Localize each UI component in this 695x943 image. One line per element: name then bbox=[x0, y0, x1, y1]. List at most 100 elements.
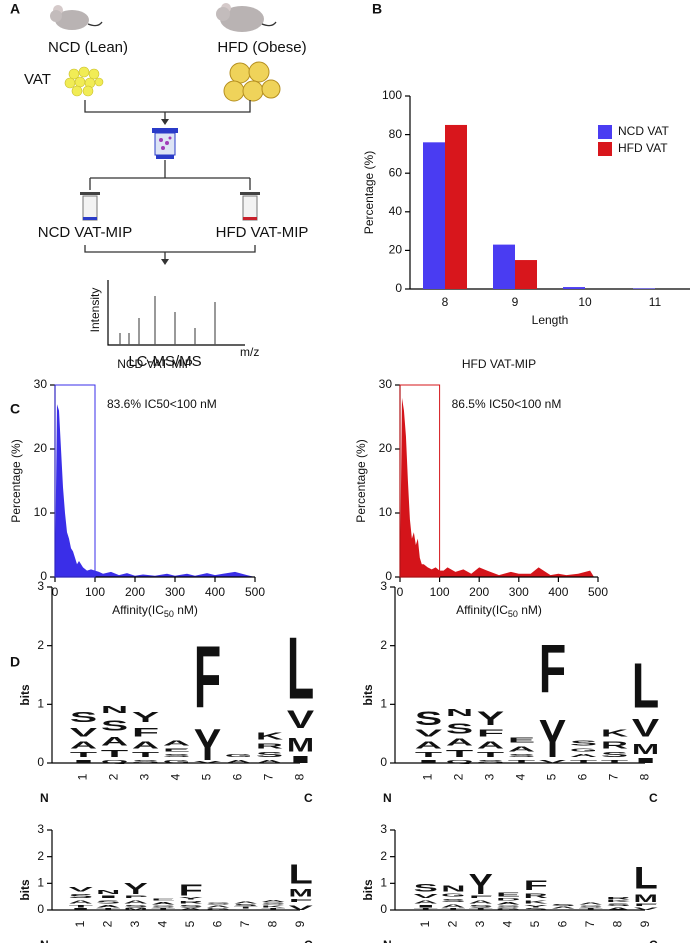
logo-letter: R bbox=[524, 892, 548, 900]
logo-letter: G bbox=[496, 908, 521, 911]
x-tick-label: 7 bbox=[607, 773, 621, 780]
sequence-end: C bbox=[649, 791, 658, 805]
x-tick-label: 1 bbox=[76, 773, 90, 780]
logo-letter: I bbox=[632, 757, 662, 765]
column-icon bbox=[152, 128, 178, 159]
logo-letter: A bbox=[179, 908, 203, 911]
x-tick-label: 100 bbox=[85, 585, 105, 599]
panel-label: D bbox=[10, 654, 20, 670]
y-tick-label: 2 bbox=[37, 849, 44, 863]
y-tick-label: 1 bbox=[37, 876, 44, 890]
y-tick-label: 40 bbox=[389, 204, 403, 218]
sequence-start: N bbox=[40, 791, 49, 805]
logo-letter: Y bbox=[132, 709, 159, 725]
logo-letter: F bbox=[194, 629, 221, 727]
logo-letter: V bbox=[287, 706, 314, 734]
logo-letter: S bbox=[132, 759, 159, 764]
logo-letter: T bbox=[234, 907, 261, 910]
logo-letter: P bbox=[124, 895, 149, 899]
logo-letter: T bbox=[469, 908, 496, 911]
logo-letter: G bbox=[206, 908, 231, 911]
x-tick-label: 8 bbox=[293, 773, 307, 780]
y-tick-label: 3 bbox=[37, 579, 44, 593]
x-tick-label: 2 bbox=[107, 773, 121, 780]
sequence-end: C bbox=[649, 938, 658, 943]
logo-letter: S bbox=[446, 720, 473, 736]
x-tick-label: 2 bbox=[445, 920, 459, 927]
fat-icon bbox=[64, 66, 104, 97]
connector bbox=[84, 245, 256, 262]
diagram-label: HFD VAT-MIP bbox=[216, 224, 309, 241]
y-tick-label: 30 bbox=[34, 377, 48, 391]
logo-letter: Y bbox=[469, 868, 493, 901]
x-tick-label: 3 bbox=[138, 773, 152, 780]
logo-letter: Y bbox=[524, 904, 549, 908]
y-tick-label: 100 bbox=[382, 88, 402, 102]
logo-letter: T bbox=[69, 904, 96, 908]
logo-letter: S bbox=[234, 904, 259, 907]
y-tick-label: 10 bbox=[34, 505, 48, 519]
logo-letter: G bbox=[163, 759, 190, 764]
tube-icon bbox=[80, 192, 100, 221]
connector bbox=[89, 160, 251, 190]
logo-letter: I bbox=[69, 908, 93, 911]
logo-letter: E bbox=[508, 737, 537, 745]
x-axis-label-part: Affinity(IC bbox=[456, 603, 508, 617]
logo-letter: M bbox=[287, 734, 314, 756]
x-tick-label: 3 bbox=[128, 920, 142, 927]
logo-letter: V bbox=[194, 761, 222, 764]
logo-letter: K bbox=[601, 729, 629, 740]
logo-letter: L bbox=[634, 862, 658, 896]
chart-title: HFD VAT-MIP bbox=[462, 357, 536, 371]
x-tick-label: 11 bbox=[649, 295, 662, 309]
logo-letter: A bbox=[579, 903, 603, 906]
sequence-start: N bbox=[383, 791, 392, 805]
logo-letter: E bbox=[163, 747, 190, 752]
logo-letter: T bbox=[601, 759, 630, 764]
x-tick-label: 300 bbox=[509, 585, 529, 599]
logo-letter: S bbox=[163, 753, 190, 758]
x-tick-label: 5 bbox=[183, 920, 197, 927]
logo-letter: G bbox=[551, 909, 577, 910]
x-axis-label: Length bbox=[532, 313, 569, 327]
logo-letter: V bbox=[70, 725, 100, 739]
logo-letter: N bbox=[101, 705, 129, 716]
sequence-start: N bbox=[383, 938, 392, 943]
x-tick-label: 100 bbox=[430, 585, 450, 599]
bar bbox=[563, 287, 585, 289]
logo-letter: L bbox=[289, 859, 313, 890]
x-tick-label: 500 bbox=[588, 585, 608, 599]
logo-letter: E bbox=[151, 899, 176, 902]
y-tick-label: 2 bbox=[380, 638, 387, 652]
x-tick-label: 6 bbox=[555, 920, 569, 927]
logo-letter: F bbox=[634, 903, 661, 907]
x-tick-label: 6 bbox=[210, 920, 224, 927]
x-tick-label: 5 bbox=[200, 773, 214, 780]
logo-letter: V bbox=[414, 893, 441, 899]
logo-letter: S bbox=[508, 753, 535, 758]
legend-label: NCD VAT bbox=[618, 124, 670, 138]
x-tick-label: 200 bbox=[125, 585, 145, 599]
logo-letter: T bbox=[261, 908, 288, 911]
logo-letter: L bbox=[287, 620, 314, 718]
logo-letter: K bbox=[606, 900, 633, 903]
y-tick-label: 20 bbox=[379, 441, 393, 455]
tube-icon bbox=[240, 192, 260, 221]
y-tick-label: 3 bbox=[380, 822, 387, 836]
logo-letter: V bbox=[539, 759, 570, 764]
logo-letter: F bbox=[469, 895, 496, 899]
logo-letter: I bbox=[96, 895, 120, 899]
area bbox=[55, 404, 255, 577]
highlight-box bbox=[399, 384, 441, 578]
logo-letter: A bbox=[163, 739, 190, 747]
logo-letter: S bbox=[256, 751, 285, 759]
logo-letter: A bbox=[446, 737, 474, 748]
logo-letter: A bbox=[69, 899, 95, 904]
logo-letter: A bbox=[508, 745, 535, 753]
x-tick-label: 3 bbox=[473, 920, 487, 927]
logo-letter: V bbox=[69, 886, 95, 894]
logo-letter: S bbox=[415, 708, 443, 730]
logo-letter: S bbox=[606, 903, 631, 907]
logo-letter: I bbox=[415, 759, 442, 764]
